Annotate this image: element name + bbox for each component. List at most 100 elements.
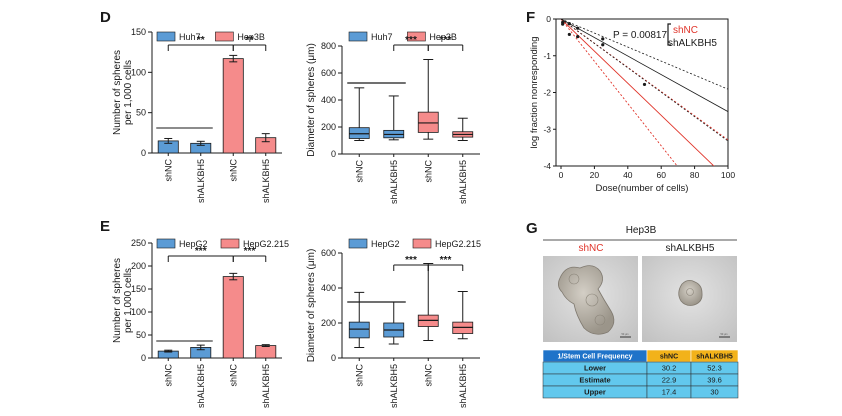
bar-chart-E: HepG2 HepG2.215 0 50 100 150 200 250 Number of s… [112,238,289,408]
legend-label: Hep3B [237,32,265,42]
table-cell-text: 39.6 [707,376,722,385]
table-cell-text: Lower [584,364,606,373]
series-line-shALKBH5 [560,19,728,112]
scale-bar-text: 50 μm [622,333,629,336]
bar [255,345,277,359]
table-cell-text: 30.2 [662,364,677,373]
significance-label: ** [246,35,254,46]
y-axis-label: log fraction nonresponding [529,37,540,149]
y-tick-label: 100 [131,307,146,317]
y-tick-label: -2 [543,88,551,98]
x-tick-label: 100 [721,170,735,180]
x-tick-label: shALKBH5 [196,159,206,203]
x-tick-label: shNC [423,160,433,183]
y-axis-label: Number of spheres [112,50,123,135]
table-cell-text: 52.3 [707,364,722,373]
x-tick-label: shALKBH5 [389,160,399,204]
table-header-text: shALKBH5 [696,354,733,361]
significance-label: *** [440,35,452,46]
legend-swatch-0 [348,238,368,249]
table-cell-text: 30 [710,388,718,397]
legend-swatch-1 [407,31,426,42]
significance-label: *** [405,35,417,46]
legend-label: HepG2 [371,239,400,249]
ci-line-lower-shALKBH5 [560,19,728,142]
y-tick-label: 200 [321,318,336,328]
panel-G: Hep3B shNC shALKBH5 50 μm 50 μm 1/Stem Cell F… [542,225,739,399]
significance-label: *** [244,246,256,257]
data-point [567,32,571,37]
y-tick-label: 800 [321,41,336,51]
x-tick-label: shALKBH5 [261,364,271,408]
significance-label: *** [405,255,417,266]
x-tick-label: shNC [228,364,238,387]
x-tick-label: shALKBH5 [458,160,468,204]
x-tick-label: 80 [690,170,700,180]
legend-swatch-1 [215,31,234,42]
legend-label: Huh7 [179,32,201,42]
y-tick-label: 600 [321,248,336,258]
cell-outline [568,273,580,285]
table-cell-text: Estimate [579,376,610,385]
legend-label: HepG2 [179,239,208,249]
legend-label: Hep3B [429,32,457,42]
box-chart-E: HepG2 HepG2.215 0 200 400 600 Diameter of sphe… [306,238,481,408]
data-point [567,22,571,26]
x-axis-label: Dose(number of cells) [596,183,689,194]
y-tick-label: 200 [321,122,336,132]
p-value-annotation: P = 0.00817 [613,30,667,41]
y-tick-label: -3 [543,124,551,134]
legend-swatch-0 [156,238,176,249]
y-tick-label: 100 [131,67,146,77]
significance-label: ** [197,35,205,46]
bar [222,276,244,359]
table-header-text: 1/Stem Cell Frequency [557,354,632,361]
y-tick-label: 50 [136,330,146,340]
cell-outline [594,314,606,326]
y-axis-label: per 1,000 cells [123,268,134,333]
panel-label-D: D [100,9,111,26]
x-tick-label: shNC [354,160,364,183]
x-tick-label: 40 [623,170,633,180]
cell-outline [686,288,694,296]
significance-label: *** [195,246,207,257]
y-tick-label: 250 [131,238,146,248]
y-axis-label: per 1,000 cells [123,60,134,125]
box-chart-D: Huh7 Hep3B 0 200 400 600 800 Diameter of sphere… [306,31,480,204]
table-cell [690,385,739,399]
table-cell-text: Upper [584,388,606,397]
cell-outline [585,293,599,307]
image-label-shNC: shNC [578,243,603,254]
legend-label: Huh7 [371,32,393,42]
data-point [642,82,647,87]
image-label-shALKBH5: shALKBH5 [666,243,715,254]
ci-line-lower-shNC [560,19,678,166]
y-tick-label: 0 [141,148,146,158]
legend-swatch-1 [412,238,432,249]
x-tick-label: shALKBH5 [261,159,271,203]
line-chart-F: 0 20 40 60 80 100 0 -1 -2 -3 -4 Dose(number of cell… [529,14,735,194]
y-tick-label: 0 [141,353,146,363]
x-tick-label: shNC [354,364,364,387]
data-point [576,35,580,39]
legend-swatch-0 [348,31,368,42]
x-tick-label: 20 [590,170,600,180]
y-tick-label: 50 [136,108,146,118]
x-tick-label: shNC [163,159,173,182]
y-tick-label: 0 [331,149,336,159]
legend-swatch-1 [220,238,240,249]
y-tick-label: 400 [321,95,336,105]
y-tick-label: 200 [131,261,146,271]
y-tick-label: 0 [546,14,551,24]
y-axis-label: Diameter of spheres (μm) [306,249,317,363]
legend-swatch-0 [156,31,176,42]
panel-label-F: F [526,9,535,26]
x-tick-label: shALKBH5 [458,364,468,408]
table-cell-text: 17.4 [662,388,677,397]
data-point [561,22,565,26]
sphere-small [678,280,703,306]
significance-label: *** [440,255,452,266]
y-axis-label: Number of spheres [112,258,123,343]
x-tick-label: shNC [423,364,433,387]
